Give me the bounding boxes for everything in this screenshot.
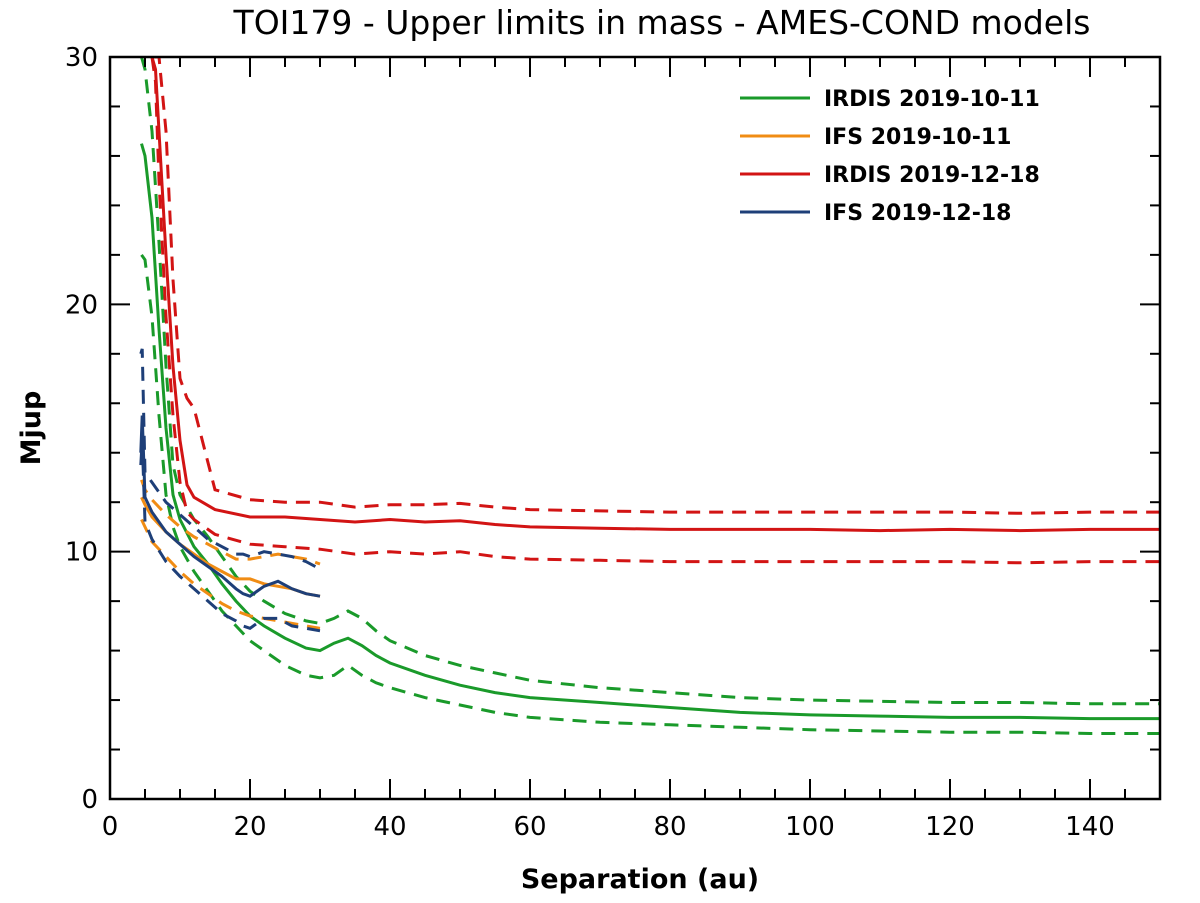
x-tick-label: 20 [233, 812, 266, 842]
series-lower-bound-line [140, 254, 1160, 735]
x-tick-label: 40 [373, 812, 406, 842]
series-upper-bound-line [140, 479, 321, 566]
x-tick-label: 100 [785, 812, 835, 842]
legend-item: IFS 2019-12-18 [740, 201, 1011, 226]
series-upper-bound-line [152, 57, 1160, 515]
x-tick-label: 80 [653, 812, 686, 842]
series-irdis-2019-10-11 [140, 57, 1160, 735]
legend: IRDIS 2019-10-11 IFS 2019-10-11 IRDIS 2019… [740, 87, 1040, 226]
legend-label: IRDIS 2019-12-18 [824, 163, 1040, 188]
x-axis-label: Separation (au) [521, 864, 759, 895]
chart-title: TOI179 - Upper limits in mass - AMES-CON… [233, 3, 1091, 42]
x-tick-label: 60 [513, 812, 546, 842]
y-tick-label: 10 [65, 538, 98, 568]
series-upper-bound-line [140, 57, 1160, 706]
legend-item: IFS 2019-10-11 [740, 125, 1011, 150]
series-lower-bound-line [150, 57, 1160, 565]
series-line [140, 143, 1160, 721]
y-tick-label: 30 [65, 43, 98, 73]
y-axis-label: Mjup [16, 391, 47, 466]
legend-label: IFS 2019-10-11 [824, 125, 1011, 150]
series-line [150, 57, 1160, 533]
y-tick-label: 0 [81, 785, 98, 815]
x-tick-label: 0 [102, 812, 119, 842]
series-ifs-2019-12-18 [139, 348, 321, 633]
legend-item: IRDIS 2019-12-18 [740, 163, 1040, 188]
legend-label: IRDIS 2019-10-11 [824, 87, 1040, 112]
y-tick-label: 20 [65, 290, 98, 320]
series-line [139, 415, 321, 598]
x-tick-label: 120 [925, 812, 975, 842]
legend-label: IFS 2019-12-18 [824, 201, 1011, 226]
series-ifs-2019-10-11 [140, 479, 321, 630]
series-irdis-2019-12-18 [150, 57, 1160, 565]
legend-item: IRDIS 2019-10-11 [740, 87, 1040, 112]
x-tick-label: 140 [1065, 812, 1115, 842]
series-upper-bound-line [139, 348, 321, 571]
series-lower-bound-line [139, 440, 321, 633]
axis-ticks: 0 20 40 60 80 100 120 140 0 10 20 30 [65, 43, 1161, 842]
plot-area [139, 57, 1160, 735]
